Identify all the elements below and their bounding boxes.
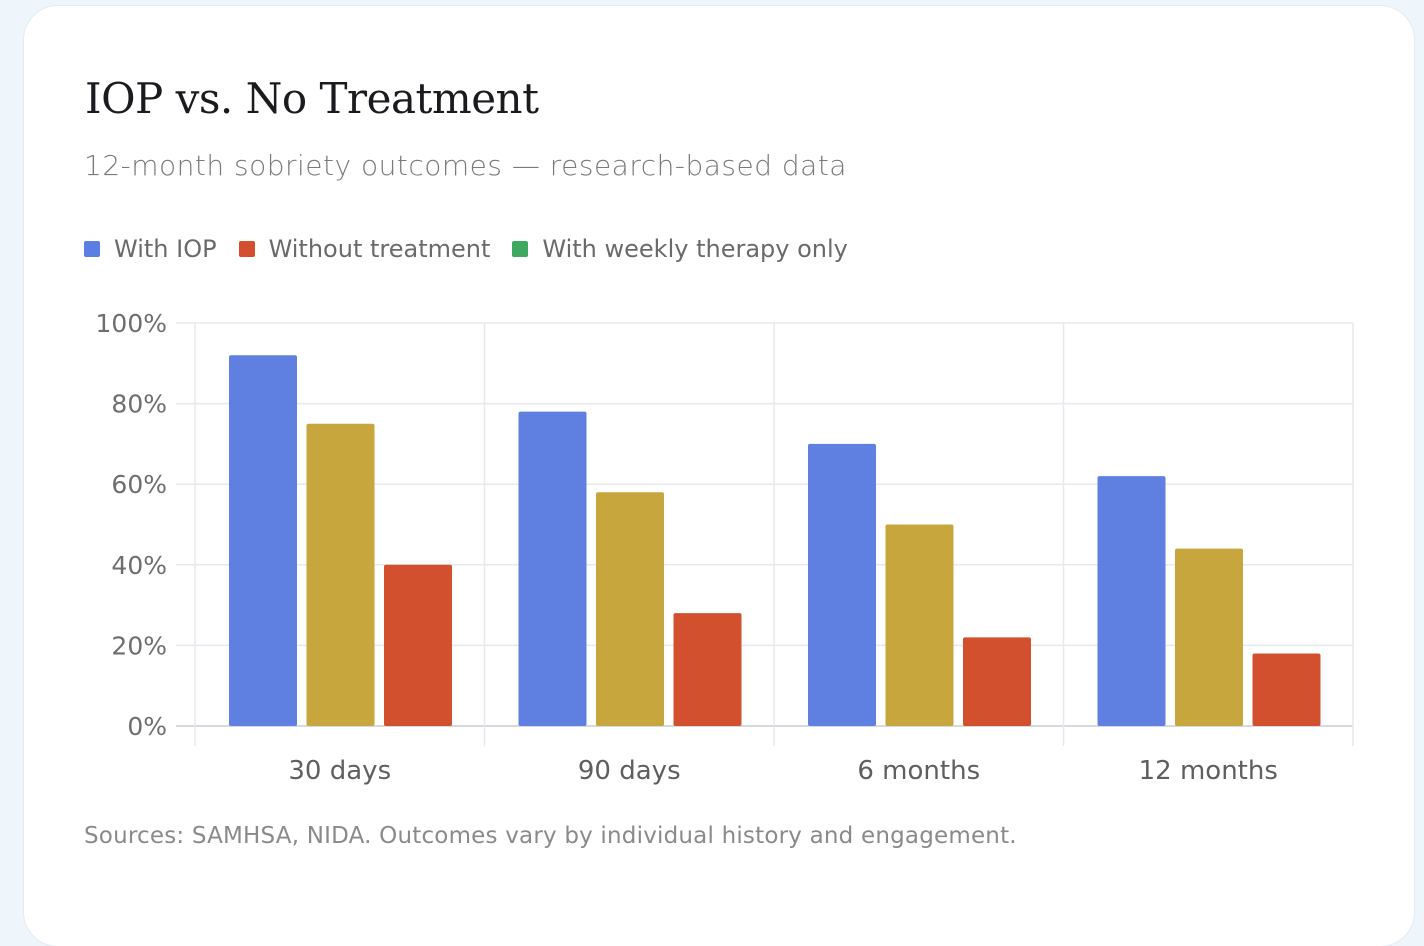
x-tick-label: 12 months <box>1139 756 1278 786</box>
bar <box>596 492 664 726</box>
legend-swatch <box>84 241 100 257</box>
legend-item-with-iop: With IOP <box>84 235 217 263</box>
legend-item-without-treatment: Without treatment <box>238 235 491 263</box>
bar <box>963 637 1031 726</box>
bar <box>808 443 876 726</box>
y-tick-label: 40% <box>111 551 167 580</box>
bar <box>1252 653 1321 726</box>
y-tick-label: 100% <box>96 309 167 338</box>
legend-label: Without treatment <box>268 235 491 263</box>
chart-legend: With IOP Without treatment With weekly t… <box>84 235 870 263</box>
y-tick-label: 60% <box>111 470 167 499</box>
bar <box>384 564 452 726</box>
legend-item-weekly-therapy: With weekly therapy only <box>512 235 848 263</box>
legend-label: With weekly therapy only <box>542 235 848 263</box>
chart-subtitle: 12-month sobriety outcomes — research-ba… <box>84 149 847 182</box>
x-tick-label: 6 months <box>857 756 980 786</box>
bar <box>885 524 954 726</box>
x-tick-label: 30 days <box>288 756 391 786</box>
bar <box>1097 476 1166 726</box>
chart-title: IOP vs. No Treatment <box>85 74 539 123</box>
legend-swatch <box>512 241 529 257</box>
legend-label: With IOP <box>114 235 217 263</box>
bar <box>673 613 742 726</box>
y-tick-label: 80% <box>111 390 167 419</box>
bar <box>229 355 297 726</box>
y-tick-label: 0% <box>127 712 167 741</box>
chart-footnote: Sources: SAMHSA, NIDA. Outcomes vary by … <box>84 823 1017 849</box>
bar-chart: 0% 20% 40% 60% 80% 100% 30 days 90 days 6 months… <box>96 309 1354 786</box>
bar <box>518 411 587 726</box>
legend-swatch <box>238 241 255 257</box>
bar <box>1175 548 1243 726</box>
y-tick-label: 20% <box>111 631 167 660</box>
x-tick-label: 90 days <box>578 756 681 786</box>
bar <box>306 423 375 726</box>
